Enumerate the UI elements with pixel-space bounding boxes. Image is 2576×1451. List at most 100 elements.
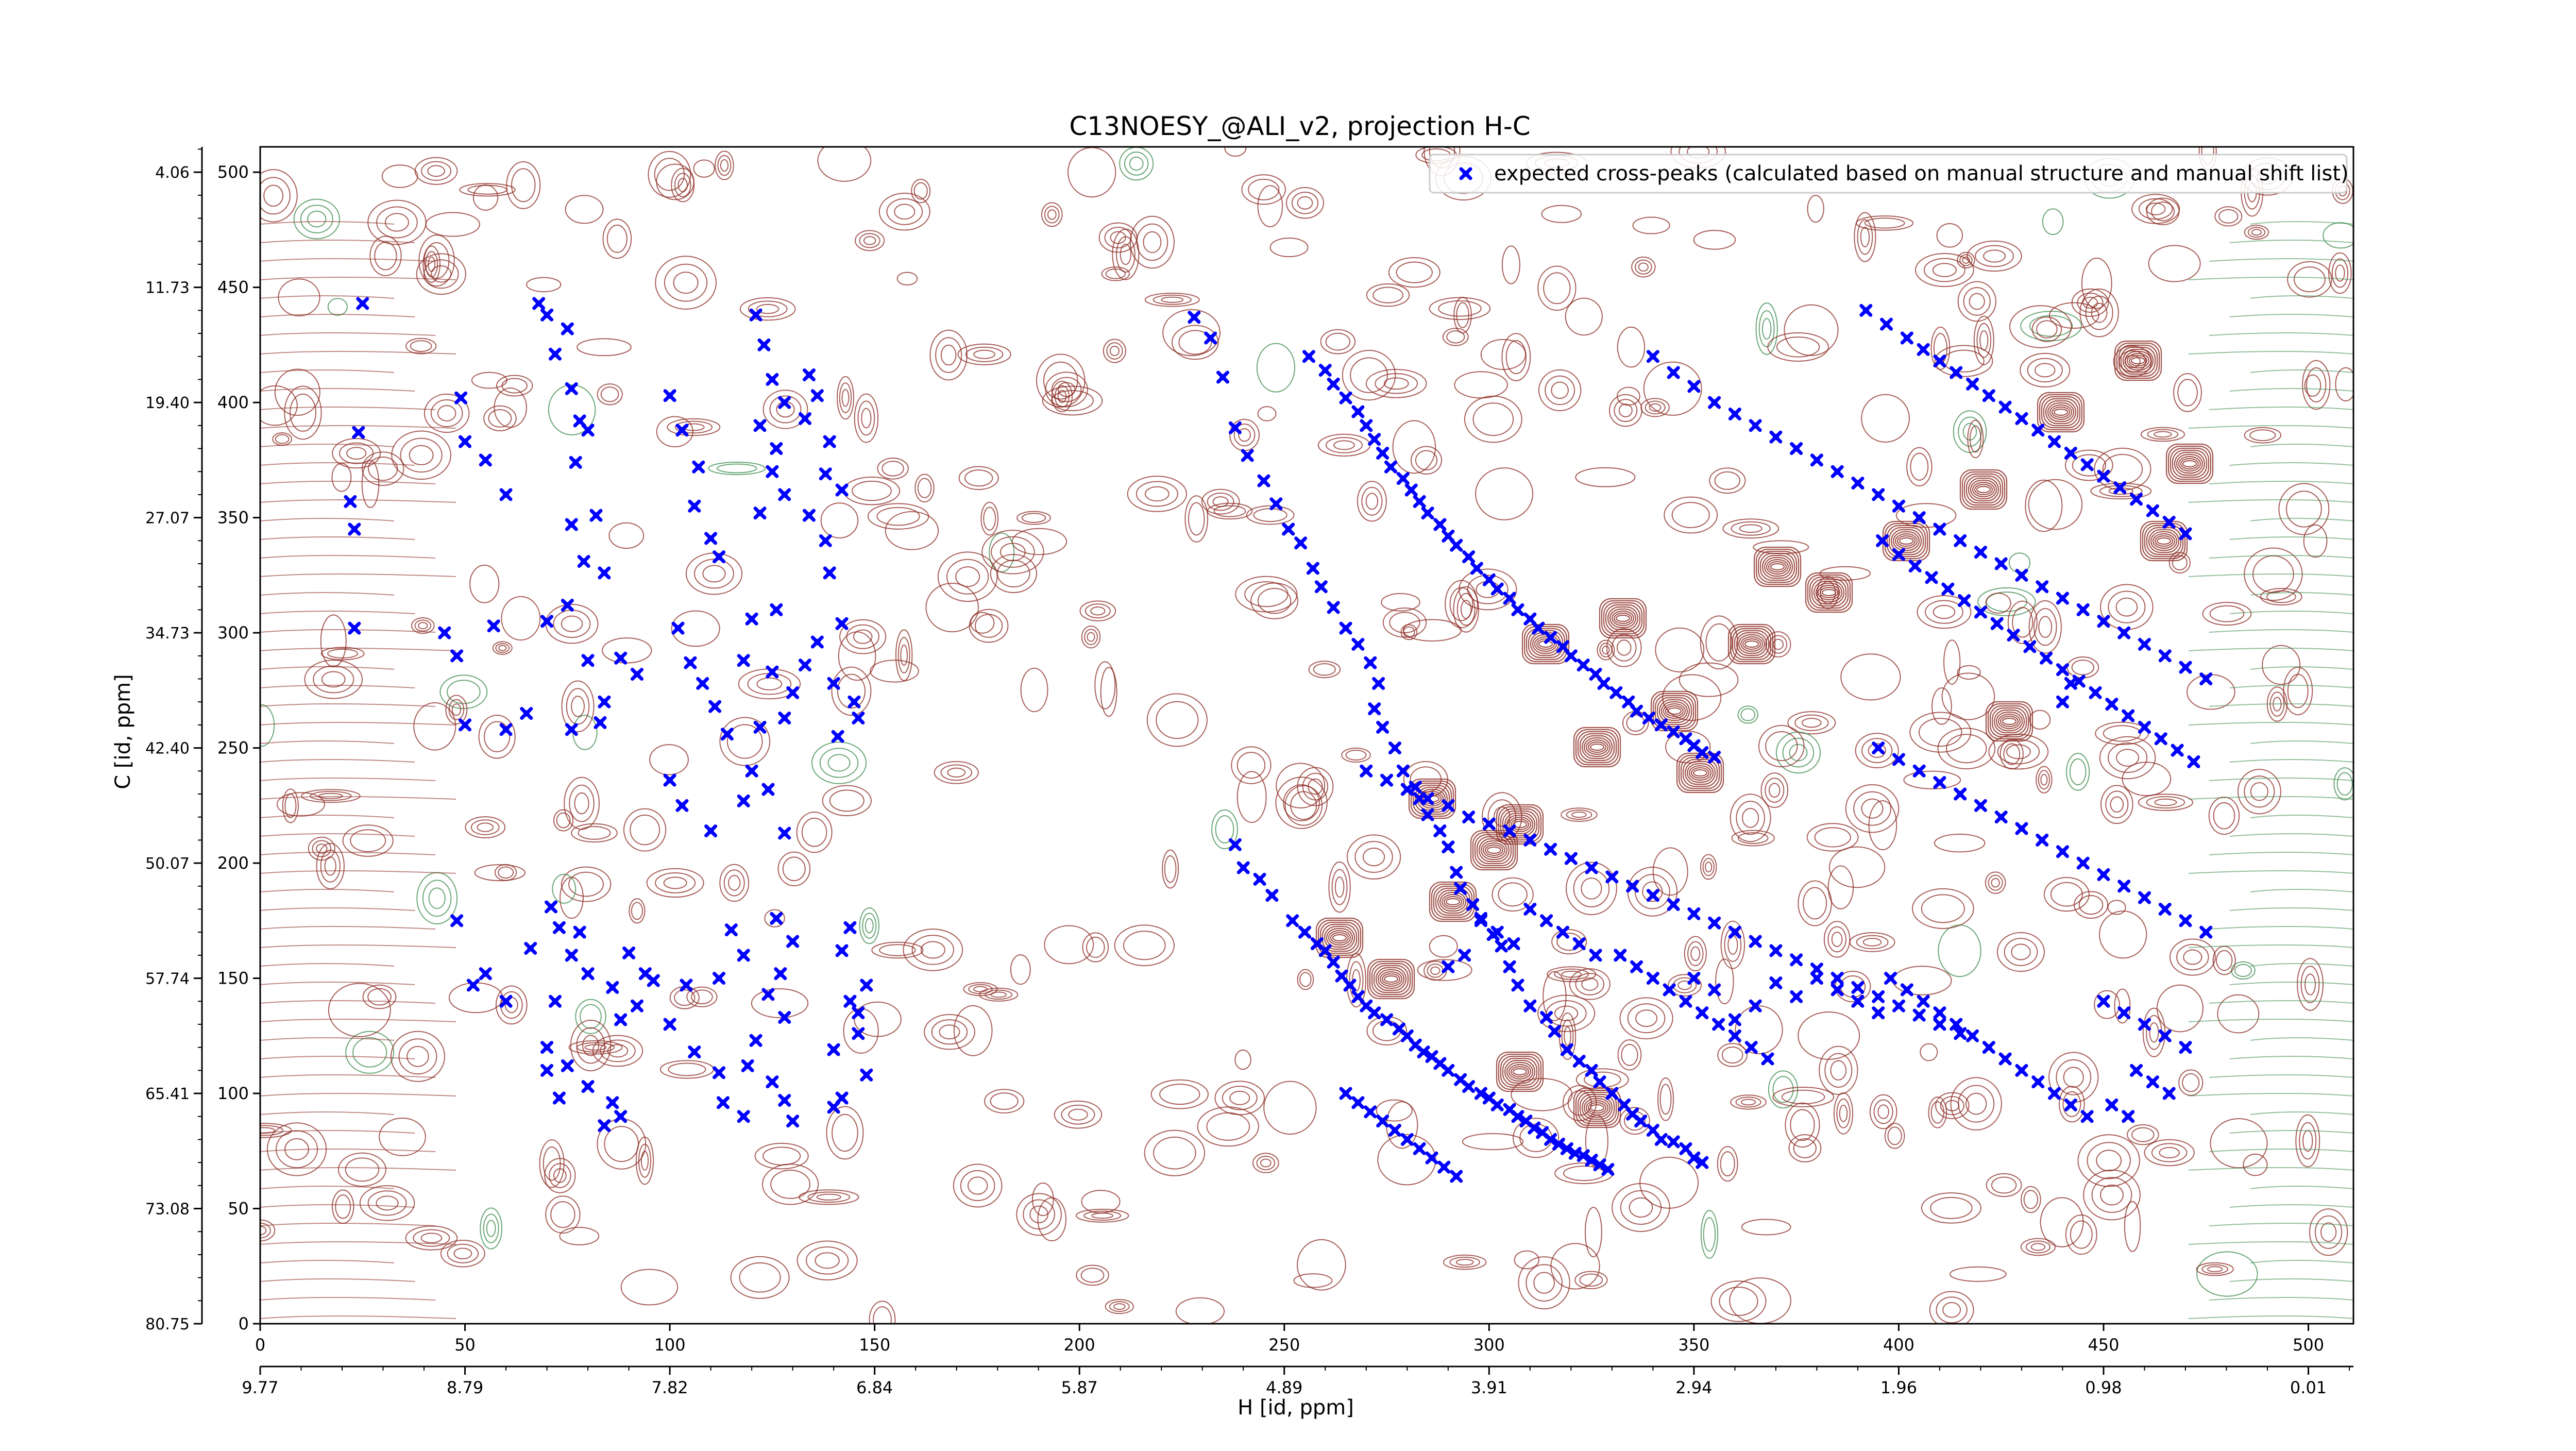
- contour-ring: [1700, 854, 1717, 880]
- contour-ring: [2082, 296, 2098, 309]
- contour-peak: [2180, 458, 2199, 470]
- edge-ridge-right: [2188, 944, 2353, 948]
- cross-peak-marker: [1454, 882, 1467, 895]
- cross-peak-marker: [1433, 518, 1447, 531]
- contour-ring: [1997, 739, 2040, 765]
- y-ppm-tick-label: 11.73: [145, 279, 190, 297]
- contour-ring: [1634, 874, 1670, 909]
- cross-peak-marker: [2076, 603, 2090, 616]
- contour-ring: [1639, 1156, 1699, 1209]
- cross-peak-marker: [1548, 1024, 1562, 1038]
- cross-peak-marker: [589, 509, 603, 522]
- contour-ring: [920, 941, 945, 959]
- cross-peak-marker: [1958, 594, 1971, 608]
- contour-ring: [1016, 511, 1052, 525]
- contour-ring: [1256, 343, 1295, 393]
- contour-ring: [805, 1246, 849, 1275]
- y-ppm-tick-label: 34.73: [145, 625, 190, 643]
- cross-peak-marker: [1933, 522, 1946, 536]
- contour-ring: [852, 480, 892, 501]
- contour-ring: [2217, 994, 2260, 1034]
- contour-ring: [1229, 1090, 1250, 1105]
- cross-peak-marker: [1810, 963, 1823, 976]
- contour-peak: [2037, 392, 2085, 433]
- contour-ring: [2159, 1146, 2180, 1159]
- contour-peak: [1682, 758, 1718, 787]
- edge-ridge-left: [260, 963, 395, 967]
- contour-ring: [346, 447, 367, 460]
- cross-peak-marker: [778, 711, 791, 724]
- contour-ring: [1755, 302, 1778, 356]
- contour-ring: [1868, 743, 1886, 758]
- contour-ring: [1526, 1264, 1563, 1302]
- contour-ring: [1286, 187, 1324, 219]
- edge-ridge-right: [2229, 759, 2353, 763]
- contour-ring: [1979, 330, 1989, 351]
- cross-peak-marker: [2015, 412, 2028, 425]
- contour-ring: [2070, 1220, 2093, 1249]
- cross-peak-marker: [1892, 753, 1905, 766]
- cross-peak-marker: [778, 1011, 791, 1024]
- contour-ring: [410, 340, 432, 352]
- contour-ring: [648, 150, 691, 198]
- contour-ring: [1127, 476, 1188, 512]
- cross-peak-marker: [614, 1013, 628, 1026]
- cross-peak-marker: [749, 1034, 762, 1047]
- contour-ring: [1789, 744, 1808, 762]
- contour-ring: [1041, 202, 1063, 227]
- cross-peak-marker: [2158, 649, 2172, 663]
- contour-ring: [2114, 988, 2131, 1024]
- x-tick-label: 200: [1064, 1335, 1095, 1355]
- cross-peak-marker: [1327, 601, 1340, 614]
- contour-ring: [2038, 770, 2050, 790]
- contour-ring: [1772, 1076, 1794, 1103]
- cross-peak-marker: [1880, 317, 1893, 331]
- contour-ring: [2142, 1007, 2166, 1057]
- x-ppm-tick-label: 4.89: [1266, 1378, 1302, 1397]
- contour-ring: [879, 944, 916, 956]
- contour-ring: [1382, 607, 1427, 638]
- contour-ring: [2154, 798, 2177, 806]
- edge-ridge-right: [2209, 1297, 2353, 1301]
- contour-ring: [1299, 972, 1312, 987]
- edge-ridge-left: [260, 1297, 436, 1301]
- cross-peak-marker: [1294, 536, 1308, 550]
- cross-peak-marker: [1900, 983, 1913, 997]
- cross-peak-marker: [499, 723, 513, 736]
- contour-ring: [1782, 737, 1815, 768]
- cross-peak-marker: [577, 555, 590, 568]
- contour-ring: [1100, 667, 1117, 717]
- contour-ring: [1551, 929, 1587, 955]
- contour-ring: [1923, 258, 1965, 282]
- cross-peak-marker: [1523, 833, 1537, 847]
- contour-ring: [953, 1005, 993, 1056]
- contour-ring: [985, 989, 1013, 1000]
- cross-peak-marker: [745, 612, 758, 626]
- edge-ridge-left: [260, 369, 395, 373]
- contour-ring: [2127, 1124, 2159, 1145]
- edge-ridge-right: [2209, 703, 2353, 707]
- contour-ring: [2244, 225, 2269, 240]
- contour-ring: [914, 474, 935, 503]
- contour-ring: [769, 395, 802, 424]
- contour-peak: [1439, 891, 1467, 912]
- contour-ring: [1105, 268, 1126, 279]
- contour-ring: [947, 767, 966, 778]
- cross-peak-marker: [843, 921, 857, 934]
- contour-ring: [720, 159, 729, 172]
- contour-peak: [1997, 713, 2021, 730]
- contour-peak: [1510, 1066, 1530, 1078]
- contour-ring: [2040, 773, 2048, 786]
- contour-ring: [1403, 626, 1415, 638]
- contour-ring: [1767, 332, 1829, 362]
- cross-peak-marker: [2089, 686, 2102, 699]
- contour-peak: [2128, 355, 2148, 367]
- contour-ring: [1906, 447, 1933, 487]
- contour-ring: [2293, 266, 2326, 293]
- cross-peak-marker: [1318, 364, 1332, 377]
- contour-ring: [1082, 932, 1109, 963]
- contour-peak: [1999, 715, 2019, 728]
- contour-ring: [1741, 1219, 1791, 1236]
- edge-ridge-left: [260, 499, 456, 503]
- contour-peak: [2152, 533, 2176, 549]
